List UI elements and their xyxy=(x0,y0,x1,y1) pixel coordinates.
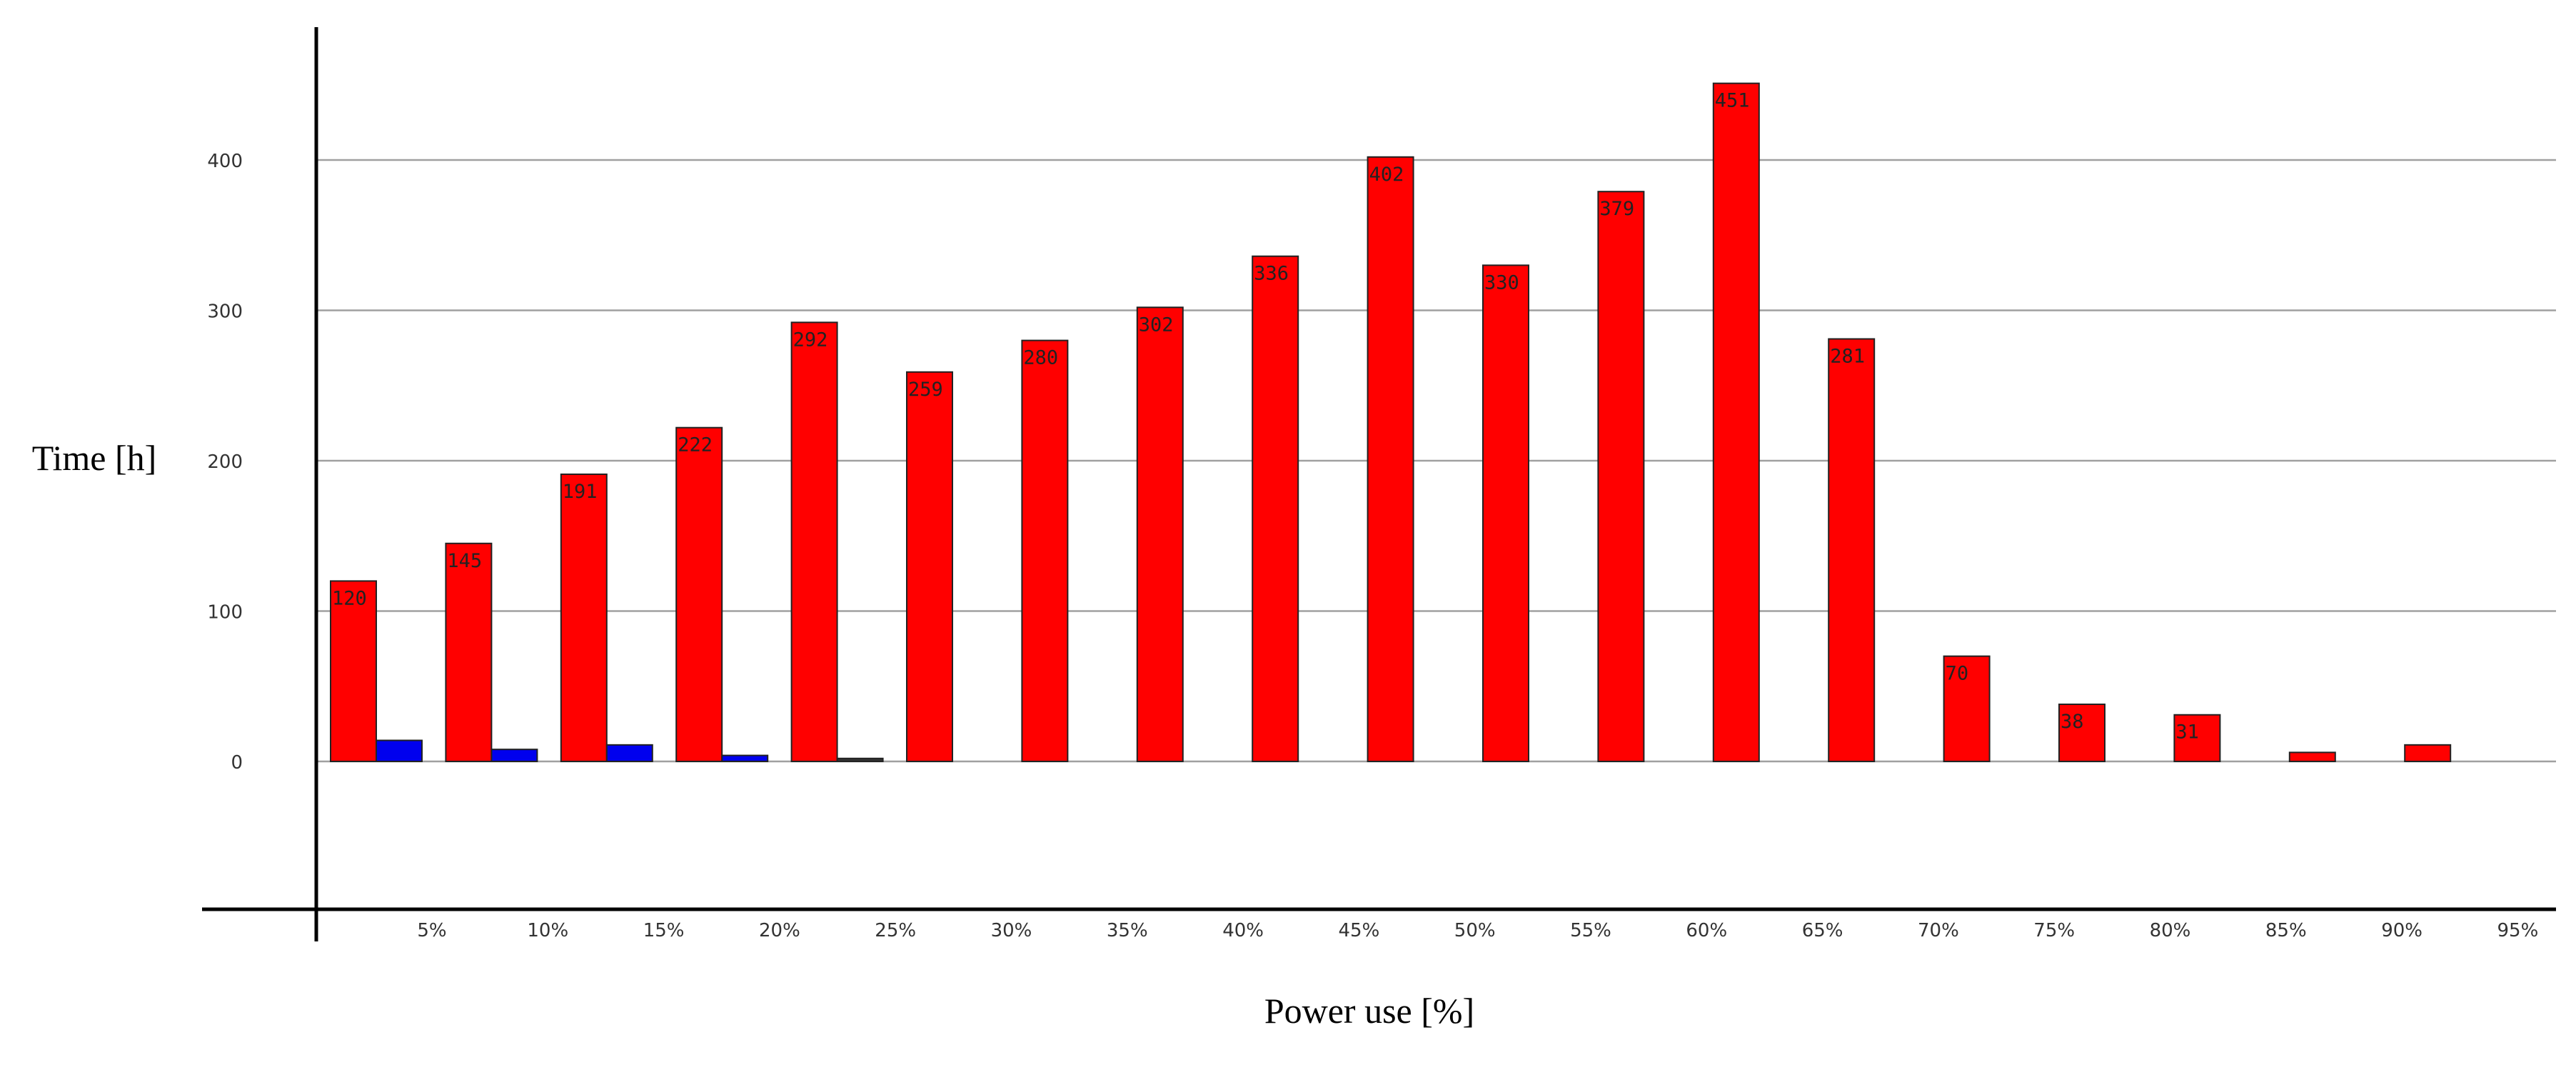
x-tick-label: 75% xyxy=(2033,920,2075,941)
data-label: 292 xyxy=(793,329,828,351)
x-tick-label: 90% xyxy=(2381,920,2422,941)
bar-series-1 xyxy=(1943,655,1991,763)
data-labels: 120 145 191 222 292 259 280 302 336 402 330 379 451 2… xyxy=(332,90,2199,744)
x-tick-label: 95% xyxy=(2497,920,2539,941)
bar-series-1 xyxy=(445,542,493,763)
bar-series-1 xyxy=(1021,339,1069,763)
x-tick-label: 45% xyxy=(1339,920,1380,941)
bar-series-2 xyxy=(490,749,538,763)
bars xyxy=(330,82,2452,763)
x-tick-label: 35% xyxy=(1107,920,1148,941)
bar-series-1 xyxy=(1712,82,1760,762)
data-label: 145 xyxy=(447,550,482,572)
x-tick-label: 65% xyxy=(1802,920,1843,941)
bar-series-1 xyxy=(1252,255,1299,763)
data-label: 336 xyxy=(1254,263,1289,285)
data-label: 302 xyxy=(1139,314,1174,336)
bar-series-1 xyxy=(2173,714,2221,762)
bar-series-1 xyxy=(1136,306,1184,763)
data-label: 379 xyxy=(1599,198,1634,220)
data-label: 451 xyxy=(1715,90,1750,112)
y-tick-label: 100 xyxy=(207,602,243,624)
data-label: 402 xyxy=(1369,164,1404,186)
y-tick-label: 300 xyxy=(207,301,243,323)
x-tick-label: 15% xyxy=(643,920,685,941)
bar-series-1 xyxy=(2288,751,2336,762)
data-label: 259 xyxy=(908,379,943,401)
x-tick-label: 30% xyxy=(991,920,1032,941)
bar-series-1 xyxy=(2404,744,2452,762)
data-label: 330 xyxy=(1484,271,1519,294)
bar-series-1 xyxy=(2058,704,2105,763)
x-tick-label: 5% xyxy=(417,920,446,941)
bar-series-1 xyxy=(1367,156,1414,763)
x-tick-label: 60% xyxy=(1686,920,1727,941)
data-label: 280 xyxy=(1023,347,1058,369)
x-tick-label: 50% xyxy=(1454,920,1496,941)
gridlines xyxy=(316,159,2556,763)
bar-series-1 xyxy=(560,473,608,762)
bar-series-1 xyxy=(1597,191,1645,762)
axes xyxy=(202,27,2556,941)
y-tick-label: 200 xyxy=(207,451,243,473)
bar-series-1 xyxy=(790,321,838,762)
x-tick-label: 40% xyxy=(1222,920,1264,941)
x-axis-title: Power use [%] xyxy=(1264,991,1474,1031)
data-label: 222 xyxy=(678,434,713,456)
bar-series-2 xyxy=(721,754,769,762)
bar-series-1 xyxy=(906,371,953,762)
bar-series-2 xyxy=(836,757,884,763)
bar-series-1 xyxy=(1828,338,1876,762)
data-label: 38 xyxy=(2061,711,2084,733)
y-tick-label: 0 xyxy=(231,752,243,774)
bar-series-2 xyxy=(376,739,423,763)
x-tick-label: 10% xyxy=(527,920,568,941)
tick-labels: 0 100 200 300 400 5% 10% 15% 20% 25% 30% 35% 40% 45% 5… xyxy=(207,151,2538,941)
bar-series-1 xyxy=(675,426,723,762)
y-axis-title: Time [h] xyxy=(32,438,157,478)
data-label: 281 xyxy=(1830,345,1865,367)
data-label: 120 xyxy=(332,587,367,609)
x-tick-label: 80% xyxy=(2150,920,2191,941)
data-label: 70 xyxy=(1946,663,1969,685)
x-tick-label: 55% xyxy=(1570,920,1611,941)
x-tick-label: 85% xyxy=(2265,920,2307,941)
data-label: 191 xyxy=(563,481,598,503)
bar-series-2 xyxy=(605,744,653,762)
x-tick-label: 20% xyxy=(759,920,800,941)
x-tick-label: 70% xyxy=(1918,920,1959,941)
x-tick-label: 25% xyxy=(875,920,916,941)
y-tick-label: 400 xyxy=(207,151,243,172)
bar-series-1 xyxy=(330,580,377,763)
bar-series-1 xyxy=(1482,264,1529,763)
data-label: 31 xyxy=(2175,721,2199,744)
